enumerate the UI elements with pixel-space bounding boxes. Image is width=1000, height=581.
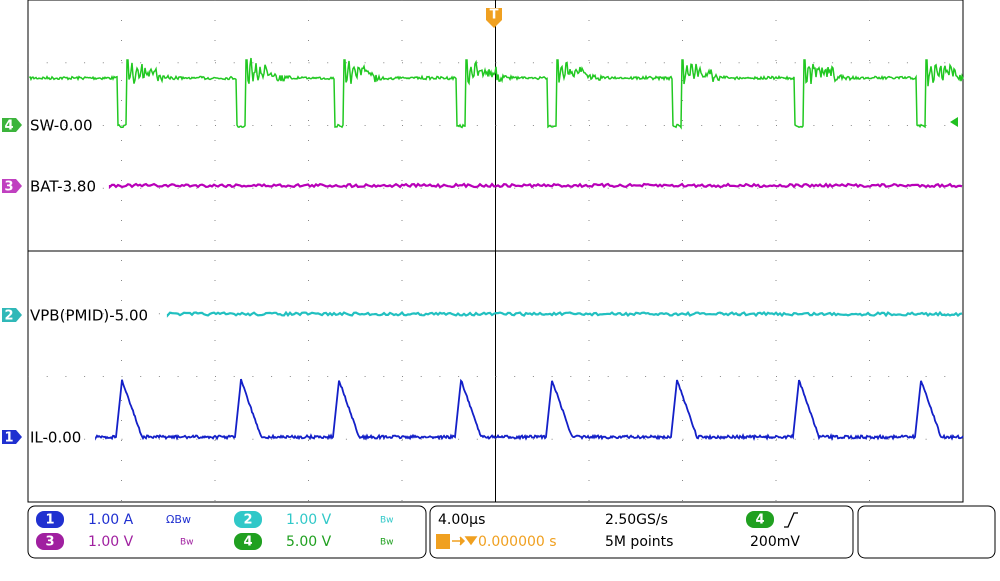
channel-3-marker: 3 BAT-3.80 bbox=[2, 178, 96, 196]
trigger-channel: 4 bbox=[755, 513, 764, 528]
empty-panel bbox=[857, 505, 996, 559]
channel-number: 3 bbox=[4, 180, 13, 195]
channel-settings-panel: 1 1.00 A ΩBw 2 1.00 V Bw 3 1.00 V Bw 4 5… bbox=[27, 505, 427, 559]
trigger-position-marker: T bbox=[486, 8, 502, 28]
channel-scale: 1.00 V bbox=[88, 534, 134, 550]
channel-scale: 1.00 A bbox=[88, 512, 134, 528]
channel-number: 4 bbox=[4, 119, 13, 134]
trigger-slope-icon bbox=[784, 512, 798, 528]
trigger-marker-text: T bbox=[490, 8, 499, 23]
channel-number: 2 bbox=[4, 309, 13, 324]
channel-scale: 1.00 V bbox=[286, 512, 332, 528]
time-scale: 4.00µs bbox=[438, 512, 485, 528]
channel-number: 4 bbox=[243, 535, 252, 550]
timebase-panel: 4.00µs 2.50GS/s 0.000000 s 5M points 4 2… bbox=[429, 505, 854, 559]
channel-number: 1 bbox=[4, 431, 13, 446]
vpb-waveform bbox=[166, 310, 963, 318]
channel-number: 2 bbox=[243, 513, 252, 528]
channel-1-marker: 1 IL-0.00 bbox=[2, 429, 81, 447]
channel-label: SW-0.00 bbox=[30, 117, 93, 135]
trigger-level-marker bbox=[950, 117, 958, 127]
channel-number: 1 bbox=[45, 513, 54, 528]
record-length: 5M points bbox=[605, 534, 673, 550]
channel-label: VPB(PMID)-5.00 bbox=[30, 307, 148, 325]
channel-label: BAT-3.80 bbox=[30, 178, 96, 196]
channel-scale: 5.00 V bbox=[286, 534, 332, 550]
il-waveform bbox=[95, 378, 964, 442]
channel-flags: ΩBw bbox=[166, 513, 191, 526]
channel-2-marker: 2 VPB(PMID)-5.00 bbox=[2, 307, 148, 325]
sample-rate: 2.50GS/s bbox=[605, 512, 668, 528]
trigger-position: 0.000000 s bbox=[478, 534, 557, 550]
trigger-level: 200mV bbox=[750, 534, 800, 550]
channel-flags: Bw bbox=[380, 516, 394, 526]
channel-flags: Bw bbox=[180, 538, 194, 548]
channel-flags: Bw bbox=[380, 538, 394, 548]
bat-waveform bbox=[108, 182, 963, 190]
channel-label: IL-0.00 bbox=[30, 429, 81, 447]
channel-4-marker: 4 SW-0.00 bbox=[2, 117, 93, 135]
waveforms bbox=[29, 57, 964, 442]
channel-number: 3 bbox=[45, 535, 54, 550]
sw-waveform bbox=[29, 57, 964, 130]
graticule bbox=[28, 0, 963, 502]
